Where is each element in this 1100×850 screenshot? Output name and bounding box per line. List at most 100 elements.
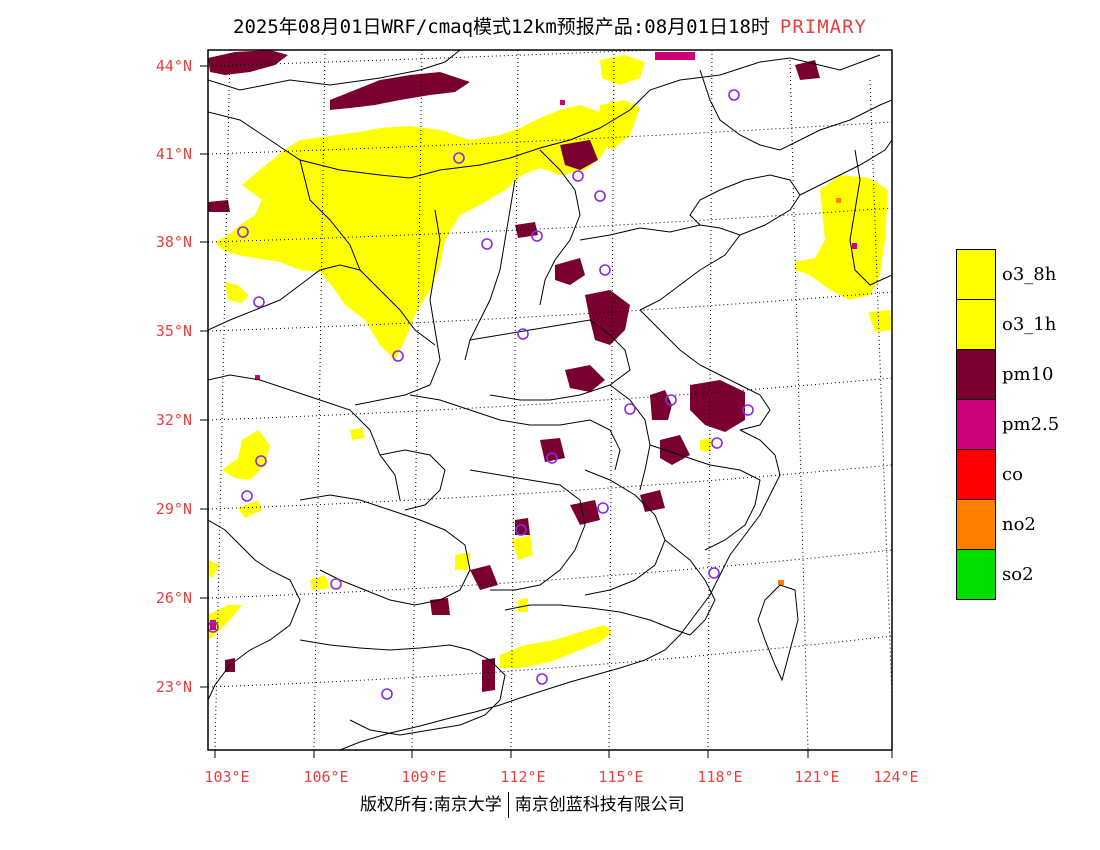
coastline-north (689, 174, 801, 236)
meridian-106 (313, 50, 326, 750)
boundary-hubei (409, 394, 621, 471)
boundary-anhui (609, 384, 651, 491)
o3-area-korea-sea (795, 175, 888, 300)
pm10-area-liaoning (795, 60, 820, 80)
o3-area-chongqing (350, 428, 365, 440)
coastline-northeast (699, 69, 892, 151)
station-marker (453, 152, 465, 164)
o3-area-west (225, 282, 248, 303)
parallel-44 (208, 50, 666, 67)
pm10-area-shanxi (515, 222, 538, 238)
parallel-23 (208, 635, 892, 688)
station-marker (624, 403, 636, 415)
legend-item-pm25: pm2.5 (956, 399, 1086, 450)
pm10-area-hebei (560, 140, 598, 170)
legend-item-co: co (956, 449, 1086, 500)
legend-swatch (956, 549, 996, 600)
parallel-35 (208, 291, 892, 332)
boundary-fujian (664, 539, 716, 636)
lat-label: 44°N (156, 57, 192, 75)
legend-swatch (956, 349, 996, 400)
legend-label: no2 (1002, 514, 1036, 535)
station-marker (517, 328, 529, 340)
no2-cell (778, 580, 784, 585)
station-marker (728, 89, 740, 101)
lat-label: 41°N (156, 145, 192, 163)
boundary-guizhou (299, 494, 471, 606)
lon-labels: 103°E 106°E 109°E 112°E 115°E 118°E 121°… (204, 768, 918, 786)
boundary-hunan (469, 469, 586, 591)
legend-item-o3-1h: o3_1h (956, 299, 1086, 350)
station-marker (531, 230, 543, 242)
map-title: 2025年08月01日WRF/cmaq模式12km预报产品:08月01日18时 P… (0, 12, 1100, 39)
meridian-103 (214, 50, 231, 750)
pm10-area-jiangxi (540, 438, 565, 462)
station-marker (255, 455, 267, 467)
pm10-area-henan (585, 290, 630, 345)
station-marker (237, 226, 249, 238)
o3-area-yunnan (208, 560, 220, 578)
station-marker (597, 502, 609, 514)
boundary-jiangxi (584, 469, 666, 596)
pm25-cell (255, 375, 260, 380)
graticule (208, 50, 892, 750)
station-marker (241, 490, 253, 502)
boundary-yunnan (208, 519, 301, 701)
legend-item-pm10: pm10 (956, 349, 1086, 400)
copyright-owner: 版权所有:南京大学 (360, 795, 502, 815)
lat-label: 23°N (156, 678, 192, 696)
copyright-company: 南京创蓝科技有限公司 (514, 795, 685, 815)
legend-label: pm2.5 (1002, 414, 1060, 435)
lon-label: 115°E (598, 768, 643, 786)
lat-label: 35°N (156, 322, 192, 340)
o3-area-hebei (600, 100, 640, 150)
station-marker (599, 264, 611, 276)
station-marker (546, 452, 558, 464)
station-marker (536, 673, 548, 685)
pm10-area-guangxi-2 (430, 598, 450, 615)
pm10-area-jiangxi-2 (570, 500, 600, 525)
legend-swatch (956, 299, 996, 350)
lat-label: 38°N (156, 233, 192, 251)
coastline-korea (849, 149, 892, 286)
legend-swatch (956, 499, 996, 550)
pm10-area-fujian (640, 490, 665, 512)
legend-label: so2 (1002, 564, 1034, 585)
pm10-areas (208, 50, 820, 692)
pm10-area-zhejiang (660, 435, 690, 465)
lon-label: 118°E (697, 768, 742, 786)
boundary-guangxi (299, 639, 506, 736)
legend-swatch (956, 399, 996, 450)
station-marker (515, 524, 527, 536)
parallel-26 (208, 549, 892, 599)
boundary-lines (208, 50, 892, 750)
pm25-cell (655, 52, 695, 60)
station-marker (381, 688, 393, 700)
o3-area-guangdong (500, 625, 612, 668)
coastline-taiwan (757, 584, 799, 682)
station-marker (253, 296, 265, 308)
pm10-area-jiangsu (690, 380, 745, 432)
lon-label: 109°E (401, 768, 446, 786)
legend-label: o3_1h (1002, 314, 1057, 335)
pm10-area-mongolia-1 (208, 50, 288, 75)
station-marker (665, 394, 677, 406)
o3-area-sichuan-south (238, 500, 262, 518)
o3-area-sichuan (222, 430, 270, 480)
boundary-inner-mongolia (208, 54, 881, 179)
boundary-jiangsu (639, 309, 771, 431)
lon-ticks (214, 750, 893, 758)
legend-item-o3-8h: o3_8h (956, 249, 1086, 300)
boundary-gansu (208, 264, 436, 346)
legend-swatch (956, 449, 996, 500)
station-marker (742, 404, 754, 416)
pollutant-legend: o3_8h o3_1h pm10 pm2.5 co no2 so2 (956, 249, 1086, 600)
pm10-area-shandong (555, 258, 585, 285)
legend-label: pm10 (1002, 364, 1054, 385)
legend-item-so2: so2 (956, 549, 1086, 600)
pm25-cell (210, 620, 216, 630)
map-frame (207, 49, 893, 751)
lon-label: 121°E (794, 768, 839, 786)
lon-label: 106°E (303, 768, 348, 786)
station-marker (572, 170, 584, 182)
